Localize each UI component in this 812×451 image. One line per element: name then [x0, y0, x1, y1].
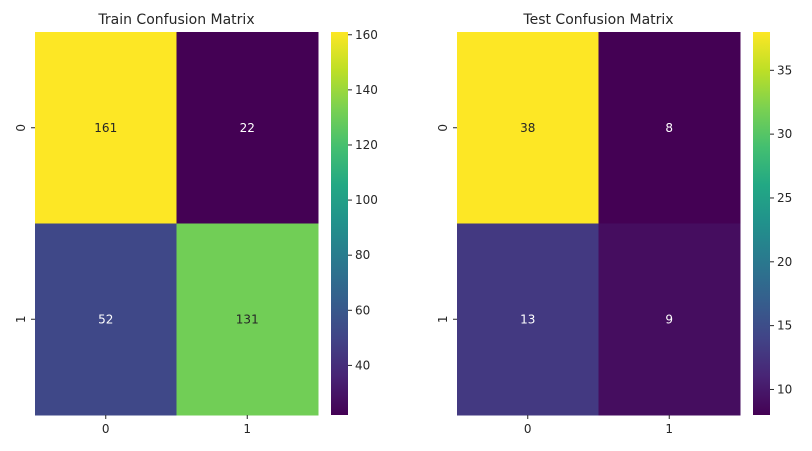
y-tick-label-0: 0: [436, 124, 450, 132]
heatmap-cell-r0-c0: [35, 32, 177, 224]
cell-value-label-r0-c0: 38: [520, 121, 535, 135]
cell-value-label-r1-c1: 9: [665, 312, 673, 326]
heatmap-cell-r1-c1: [176, 223, 319, 416]
heatmap-cell-r0-c0: [457, 32, 599, 224]
x-tick-label-0: 0: [524, 422, 532, 436]
colorbar-tick-label-1: 60: [355, 303, 370, 317]
cell-value-label-r1-c0: 52: [98, 312, 113, 326]
x-tick-label-1: 1: [243, 422, 251, 436]
colorbar-tick-label-3: 100: [355, 193, 378, 207]
colorbar-tick-label-6: 160: [355, 28, 378, 42]
colorbar-tick-label-0: 40: [355, 358, 370, 372]
cell-value-label-r0-c0: 161: [94, 121, 117, 135]
cell-value-label-r0-c1: 22: [240, 121, 255, 135]
colorbar-tick-label-5: 140: [355, 83, 378, 97]
cell-value-label-r1-c0: 13: [520, 312, 535, 326]
colorbar-tick-label-2: 20: [777, 255, 792, 269]
colorbar-tick-label-0: 10: [777, 382, 792, 396]
chart-title: Train Confusion Matrix: [97, 12, 254, 28]
colorbar-1: 10 15 20 25 30 35: [753, 32, 792, 415]
colorbar-gradient: [331, 32, 348, 415]
cell-value-label-r1-c1: 131: [236, 312, 259, 326]
colorbar-0: 40 60 80 100 120 140 160: [331, 28, 378, 415]
x-tick-label-0: 0: [102, 422, 110, 436]
colorbar-tick-label-2: 80: [355, 248, 370, 262]
chart-title: Test Confusion Matrix: [522, 12, 673, 28]
colorbar-tick-label-5: 35: [777, 63, 792, 77]
x-tick-label-1: 1: [665, 422, 673, 436]
colorbar-tick-label-3: 25: [777, 191, 792, 205]
y-tick-label-1: 1: [436, 315, 450, 323]
heatmap-cell-r0-c1: [598, 32, 741, 224]
cell-value-label-r0-c1: 8: [665, 121, 673, 135]
colorbar-gradient: [753, 32, 770, 415]
y-tick-label-1: 1: [14, 315, 28, 323]
colorbar-tick-label-4: 120: [355, 138, 378, 152]
heatmap-cell-r1-c0: [457, 223, 599, 416]
colorbar-tick-label-1: 15: [777, 319, 792, 333]
heatmap-cell-r1-c0: [35, 223, 177, 416]
heatmap-cell-r1-c1: [598, 223, 741, 416]
colorbar-tick-label-4: 30: [777, 127, 792, 141]
y-tick-label-0: 0: [14, 124, 28, 132]
heatmap-cell-r0-c1: [176, 32, 319, 224]
